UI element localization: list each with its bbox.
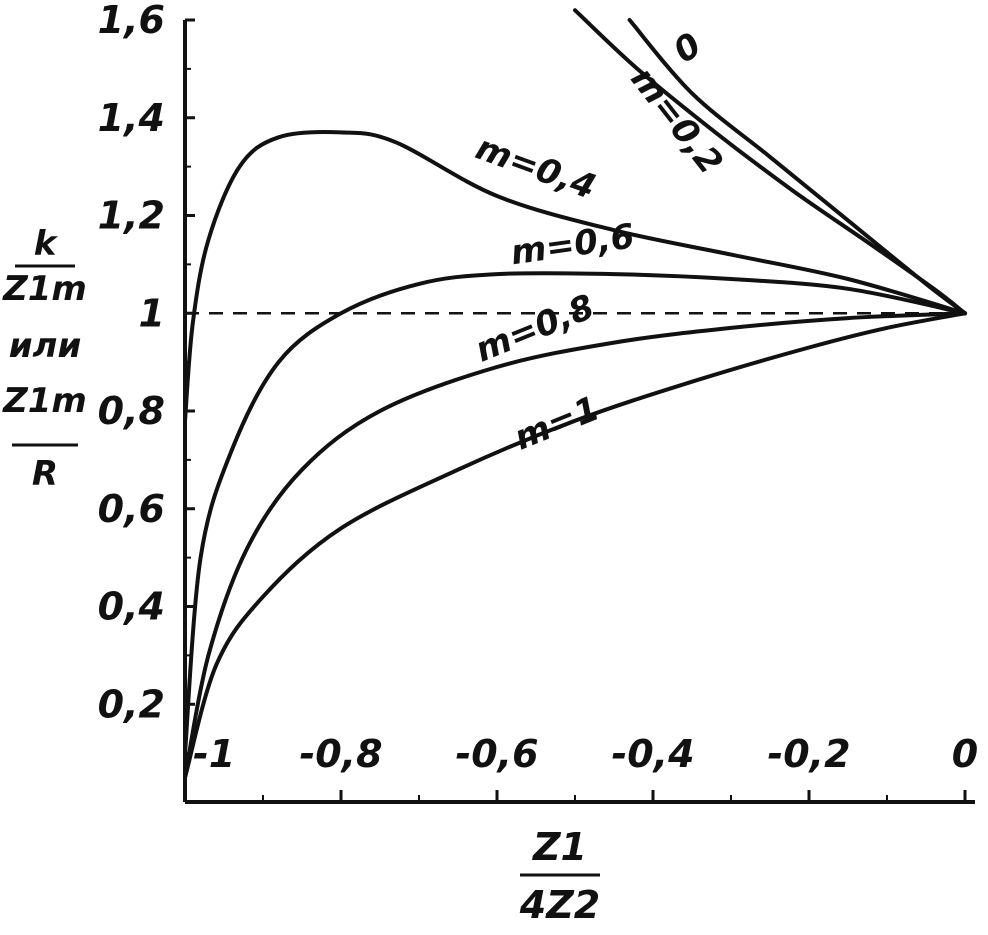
x-label-numerator: Z1 [532,825,587,869]
y-label-denominator-2: R [32,454,58,494]
y-tick-label: 0,8 [98,389,165,433]
x-tick-label: -0,6 [455,732,538,776]
series-group [183,8,967,780]
x-tick-label: -0,4 [611,732,694,776]
series-label: m=0,4 [471,128,601,208]
x-tick-label: 0 [952,732,978,776]
y-label-numerator-2: Z1m [2,381,87,421]
series-line-2 [183,130,967,423]
x-tick-label: -0,8 [299,732,382,776]
series-label: m=0,6 [508,216,637,273]
axes-group: 0,2 0,4 0,6 0,8 1 1,2 1,4 1,6 -1 -0,8 -0,6 -0,4 -0,2… [98,0,978,804]
series-line-4 [183,311,967,780]
y-tick-label: 0,4 [98,585,165,629]
y-tick-label: 1,4 [98,96,165,140]
y-tick-label: 1,2 [98,194,165,238]
y-axis-label: k Z1m или Z1m R [2,224,87,494]
y-tick-label: 0,2 [98,682,165,726]
y-tick-label: 1 [139,291,165,335]
y-label-connector: или [9,326,82,366]
series-label: 0 [666,25,708,71]
series-label: m=1 [509,389,605,459]
x-tick-label: -1 [193,732,235,776]
series-line-3 [183,271,967,756]
y-tick-label: 0,6 [98,487,165,531]
series-line-5 [183,311,967,780]
y-label-numerator: k [34,224,59,264]
x-tick-label: -0,2 [767,732,850,776]
series-line-1 [573,8,967,316]
x-label-denominator: 4Z2 [519,883,600,927]
y-label-denominator: Z1m [2,269,87,309]
y-tick-label: 1,6 [98,0,165,42]
